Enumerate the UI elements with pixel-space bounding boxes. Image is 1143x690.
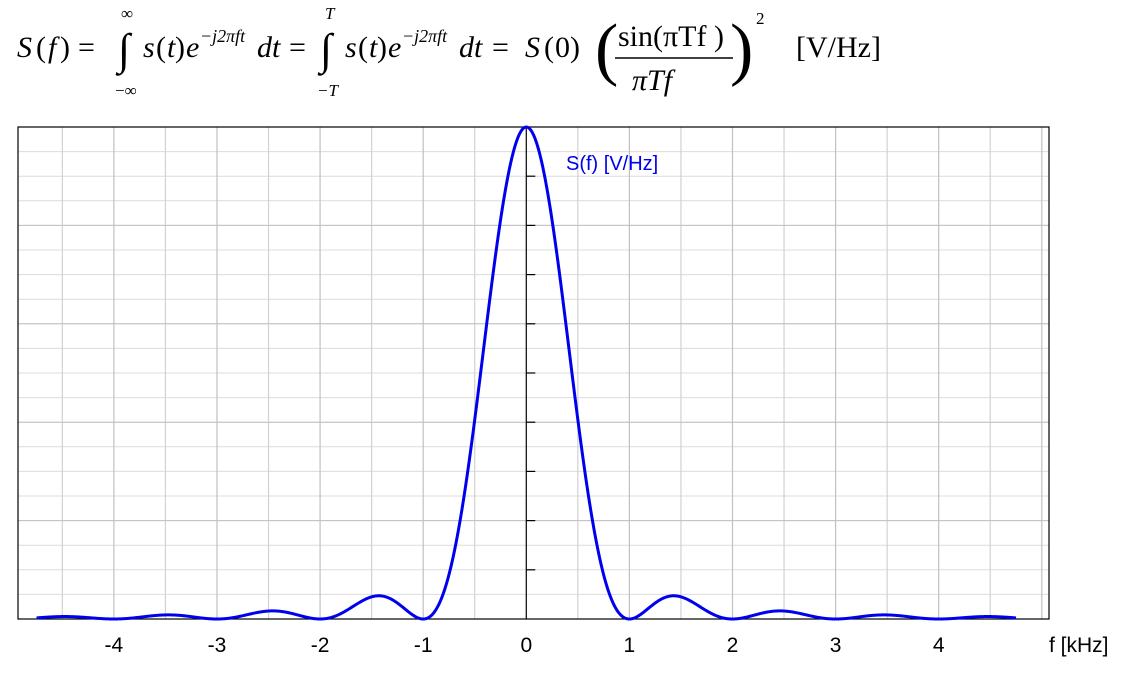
formula-paren-close: ) [60,31,70,64]
formula-s-1: s [143,31,155,64]
x-tick-label: 1 [624,634,636,657]
x-axis-label: f [kHz] [1049,634,1109,657]
formula-big-paren-open: ( [595,11,618,88]
formula-exponent-1: −j2πft [200,26,246,46]
x-tick-label: 3 [830,634,842,657]
series-label: S(f) [V/Hz] [566,153,658,175]
x-tick-label: 4 [933,634,945,657]
formula-dt-2: dt [459,31,483,64]
formula-dt-1: dt [257,31,281,64]
formula-t-2: t [369,31,378,64]
formula-s-2: s [345,31,357,64]
x-tick-label: -3 [208,634,227,657]
formula-numerator: sin(πTf ) [618,20,724,53]
formula-t-1: t [167,31,176,64]
formula-zero: 0 [555,31,570,64]
spectrum-chart: S(f) [V/Hz] -4 -3 -2 -1 0 1 2 3 4 f [kHz] [17,125,1109,657]
formula-S: S [17,31,32,64]
formula-eq-2: = [289,31,306,64]
formula-paren-open-2: ( [156,31,166,64]
formula-paren-close-3: ) [377,31,387,64]
formula-big-paren-close: ) [730,11,753,88]
formula-e-2: e [388,31,401,64]
formula-exponent-2: −j2πft [402,26,448,46]
formula-eq-1: = [78,31,95,64]
formula-e-1: e [186,31,199,64]
x-tick-label: -1 [414,634,433,657]
x-tick-label: -4 [105,634,124,657]
y-axis-at-zero [525,127,536,619]
formula-int1-upper: ∞ [121,4,133,23]
x-tick-labels: -4 -3 -2 -1 0 1 2 3 4 [105,634,945,657]
formula-eq-3: = [492,31,509,64]
formula-paren-open-3: ( [358,31,368,64]
series-line-S-f [36,125,1017,621]
formula-integral-1: ∫ [115,25,133,76]
formula-paren-close-4: ) [570,31,580,64]
formula-integral-2: ∫ [317,25,335,76]
formula-S-2: S [525,31,540,64]
formula: S ( f ) = ∞ ∫ −∞ s ( t ) e −j2πft dt = T… [17,4,881,100]
formula-unit: [V/Hz] [796,31,881,64]
formula-int1-lower: −∞ [115,81,137,100]
formula-int2-lower: −T [317,81,339,100]
formula-power: 2 [756,9,765,28]
formula-paren-open: ( [36,31,46,64]
formula-denominator: πTf [632,64,676,97]
x-tick-label: -2 [311,634,330,657]
formula-paren-close-2: ) [175,31,185,64]
formula-f: f [48,31,60,64]
formula-int2-upper: T [325,4,336,23]
x-tick-label: 0 [520,634,532,657]
x-tick-label: 2 [727,634,739,657]
plot-frame [17,126,1050,620]
formula-paren-open-4: ( [544,31,554,64]
